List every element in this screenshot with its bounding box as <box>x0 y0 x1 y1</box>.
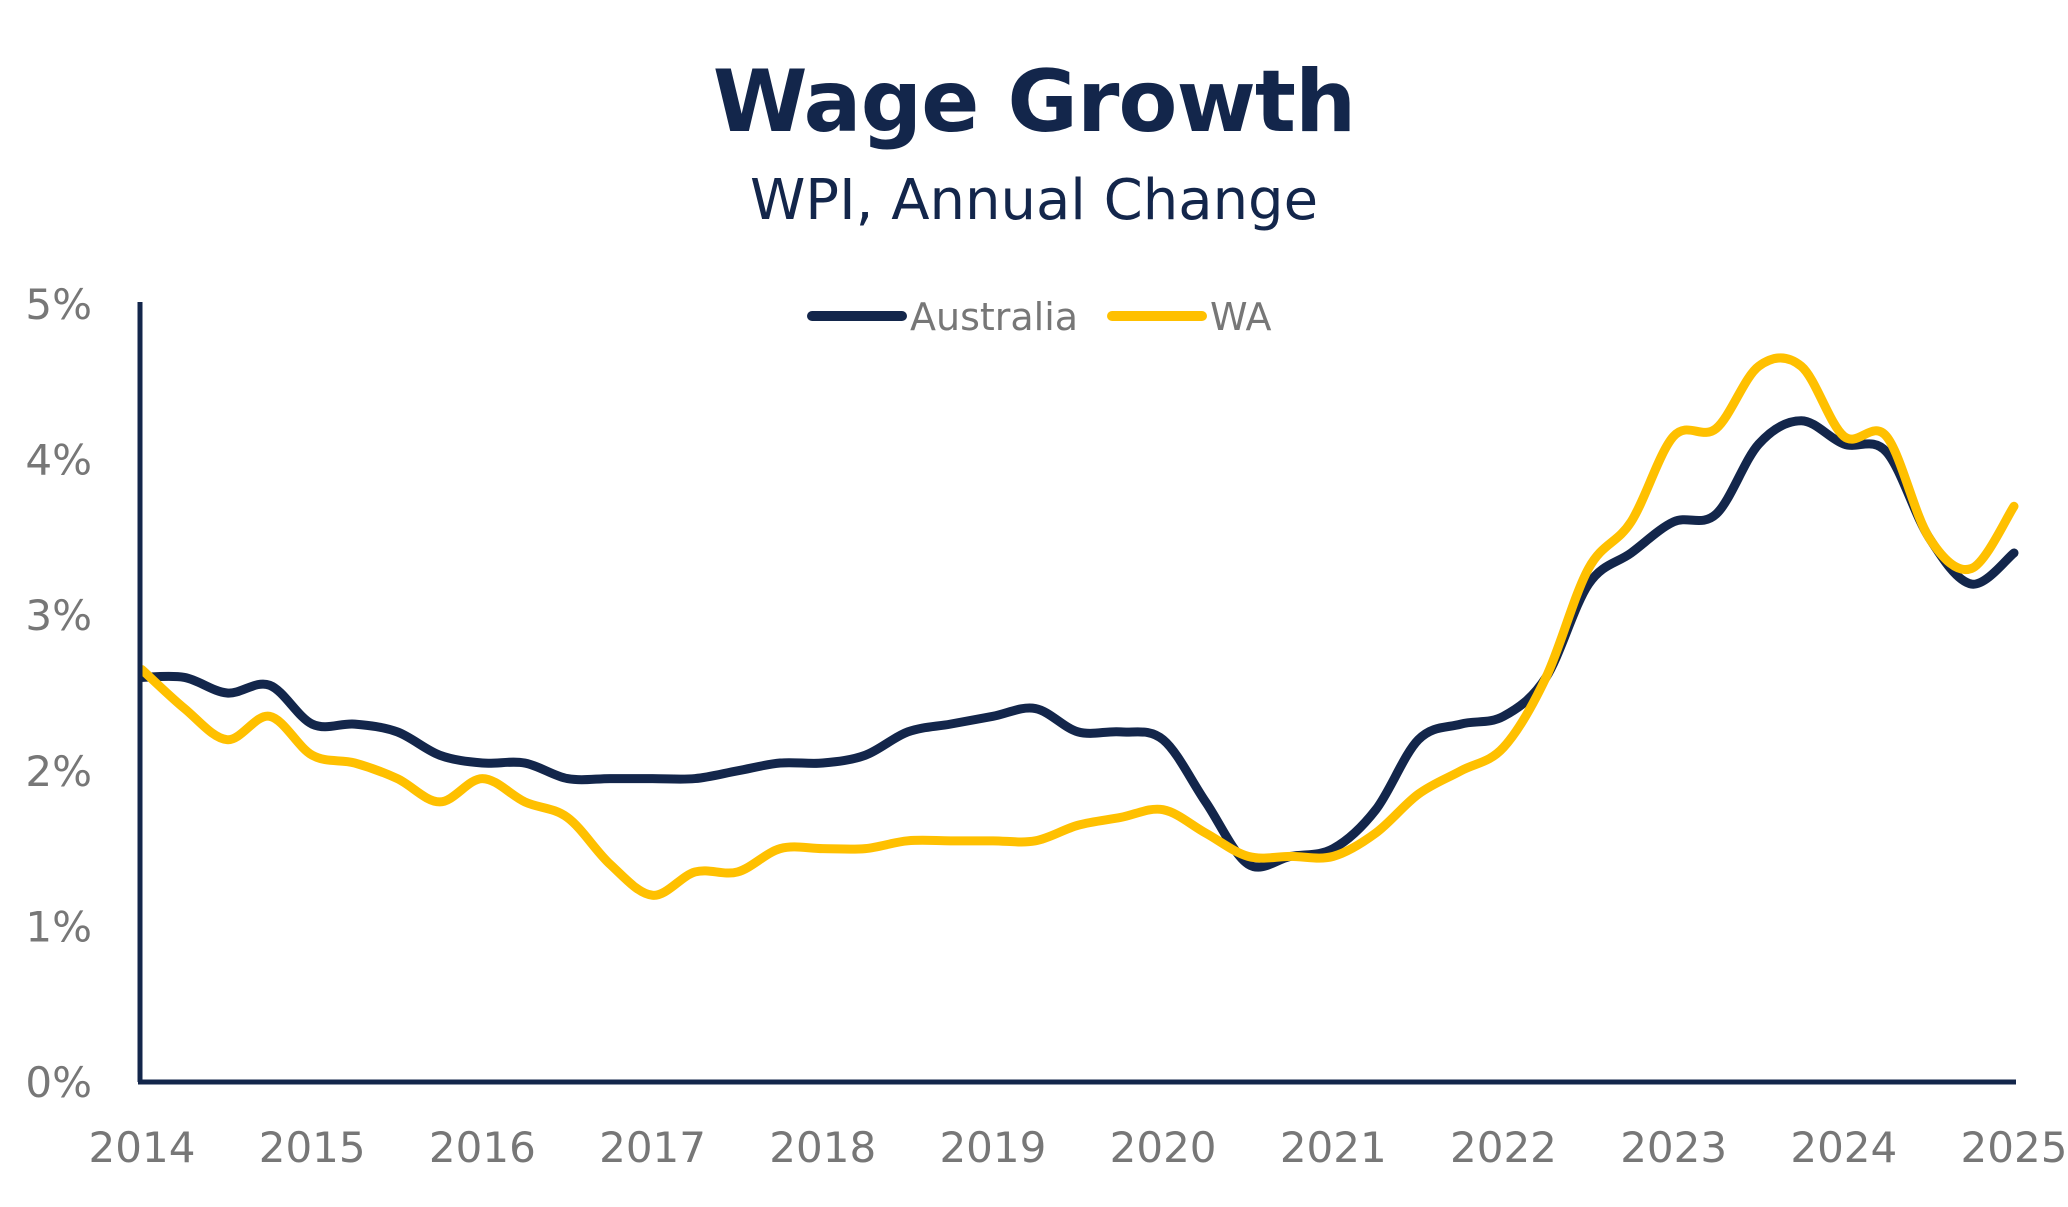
chart-title: Wage Growth <box>712 52 1357 152</box>
y-tick-label: 2% <box>25 747 92 796</box>
chart-subtitle: WPI, Annual Change <box>749 168 1319 233</box>
x-tick-label: 2022 <box>1450 1123 1557 1172</box>
legend-label-australia: Australia <box>910 295 1078 339</box>
y-tick-label: 4% <box>25 436 92 485</box>
series-line-australia <box>137 416 2019 872</box>
y-tick-label: 0% <box>25 1058 92 1107</box>
x-tick-label: 2024 <box>1790 1123 1897 1172</box>
x-tick-label: 2025 <box>1961 1123 2068 1172</box>
x-tick-label: 2019 <box>939 1123 1046 1172</box>
x-tick-label: 2021 <box>1280 1123 1387 1172</box>
y-tick-label: 5% <box>25 280 92 329</box>
series-line-wa <box>137 353 2019 900</box>
y-tick-label: 1% <box>25 902 92 951</box>
x-tick-label: 2015 <box>259 1123 366 1172</box>
x-tick-label: 2017 <box>599 1123 706 1172</box>
y-tick-label: 3% <box>25 591 92 640</box>
x-tick-label: 2020 <box>1110 1123 1217 1172</box>
x-tick-label: 2014 <box>89 1123 196 1172</box>
x-tick-label: 2018 <box>769 1123 876 1172</box>
x-tick-label: 2023 <box>1620 1123 1727 1172</box>
x-tick-label: 2016 <box>429 1123 536 1172</box>
legend-label-wa: WA <box>1210 295 1272 339</box>
